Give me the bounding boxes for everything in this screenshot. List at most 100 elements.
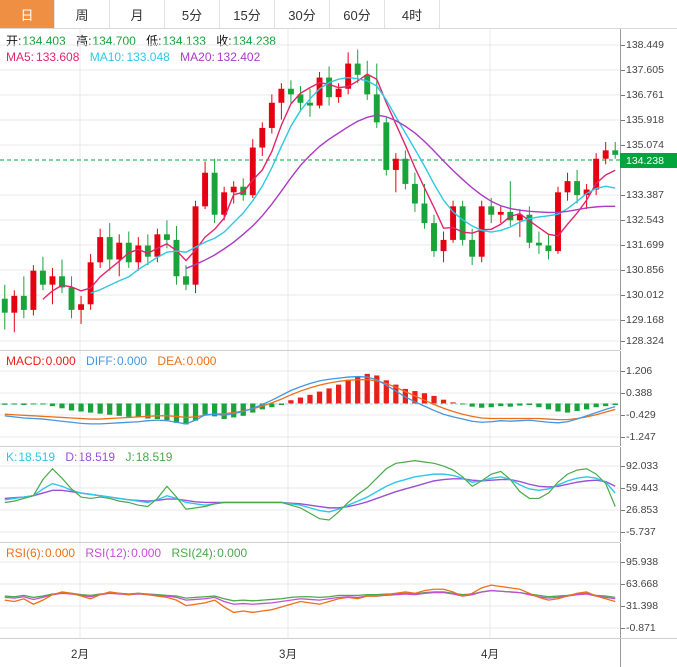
price-vertical-gridlines [79, 29, 491, 350]
tab-bar-filler [440, 0, 677, 28]
x-axis-label: 4月 [481, 649, 499, 661]
macd-axis-label: 1.206 [626, 365, 653, 377]
price-axis-label: 132.543 [626, 214, 664, 226]
price-panel: 开:134.403 高:134.700 低:134.133 收:134.238 … [0, 29, 677, 350]
rsi-panel: RSI(6):0.000 RSI(12):0.000 RSI(24):0.000… [0, 543, 677, 638]
high-value: 134.700 [92, 34, 136, 48]
macd-panel: MACD:0.000 DIFF:0.000 DEA:0.000 1.206 [0, 351, 677, 446]
period-tab-bar: 日 周 月 5分 15分 30分 60分 4时 [0, 0, 677, 29]
panel-divider [0, 350, 620, 351]
price-axis-label: 138.449 [626, 39, 664, 51]
price-axis-label: 136.761 [626, 89, 664, 101]
ma-legend: MA5: 133.608 MA10: 133.048 MA20: 132.402 [6, 51, 267, 63]
ma10-value: 133.048 [126, 50, 170, 64]
open-label: 开: [6, 34, 22, 48]
low-label: 低: [146, 34, 162, 48]
rsi-legend: RSI(6):0.000 RSI(12):0.000 RSI(24):0.000 [6, 547, 254, 559]
macd-vertical-gridlines [79, 351, 491, 446]
kdj-axis-label: 59.443 [626, 482, 659, 494]
current-price-badge: 134.238 [620, 153, 677, 168]
tab-30min[interactable]: 30分 [275, 0, 330, 28]
kdj-k-label: K: [6, 450, 18, 464]
x-axis-corner [620, 639, 677, 667]
rsi12-value: 0.000 [131, 546, 162, 560]
panel-divider [0, 446, 620, 447]
rsi6-line [4, 584, 616, 614]
kdj-d-value: 18.519 [78, 450, 116, 464]
ma5-value: 133.608 [36, 50, 80, 64]
kdj-d-label: D: [65, 450, 78, 464]
ma20-label: MA20: [180, 50, 215, 64]
macd-label: MACD: [6, 354, 45, 368]
rsi24-value: 0.000 [217, 546, 248, 560]
price-axis-label: 135.074 [626, 139, 664, 151]
kdj-axis-label: 92.033 [626, 460, 659, 472]
low-value: 134.133 [162, 34, 206, 48]
tab-week[interactable]: 周 [55, 0, 110, 28]
rsi-plot [0, 543, 620, 638]
close-label: 收: [216, 34, 232, 48]
macd-value: 0.000 [45, 354, 76, 368]
kdj-axis-label: 26.853 [626, 504, 659, 516]
x-axis-label: 2月 [71, 649, 89, 661]
price-axis-label: 137.605 [626, 64, 664, 76]
ma5-line [42, 73, 616, 300]
kdj-gridlines [0, 465, 620, 533]
tab-60min[interactable]: 60分 [330, 0, 385, 28]
macd-axis: 1.206 0.388 -0.429 -1.247 [620, 351, 677, 446]
rsi12-line [4, 589, 616, 605]
tab-day[interactable]: 日 [0, 0, 55, 28]
close-value: 134.238 [232, 34, 276, 48]
x-axis-label: 3月 [279, 649, 297, 661]
price-gridlines [0, 44, 620, 342]
kdj-plot [0, 447, 620, 542]
macd-plot [0, 351, 620, 446]
rsi-axis-label: 95.938 [626, 556, 659, 568]
rsi-axis-label: -0.871 [626, 622, 656, 634]
price-axis-label: 131.699 [626, 239, 664, 251]
tab-5min[interactable]: 5分 [165, 0, 220, 28]
diff-value: 0.000 [117, 354, 148, 368]
ma20-line [185, 114, 616, 270]
kdj-axis-label: -5.737 [626, 526, 656, 538]
ma10-line [90, 76, 616, 294]
kdj-axis: 92.033 59.443 26.853 -5.737 [620, 447, 677, 542]
kdj-panel: K:18.519 D:18.519 J:18.519 92.033 59.443 [0, 447, 677, 542]
price-axis-label: 130.012 [626, 289, 664, 301]
kdj-j-label: J: [125, 450, 135, 464]
dea-label: DEA: [157, 354, 186, 368]
kdj-d-line [4, 478, 616, 509]
kdj-legend: K:18.519 D:18.519 J:18.519 [6, 451, 179, 463]
tab-15min[interactable]: 15分 [220, 0, 275, 28]
rsi-gridlines [0, 561, 620, 629]
kdj-j-value: 18.519 [135, 450, 173, 464]
rsi12-label: RSI(12): [85, 546, 131, 560]
candle-group [1, 49, 619, 333]
x-axis: 2月 3月 4月 [0, 638, 677, 667]
panel-divider [0, 542, 620, 543]
ma20-value: 132.402 [216, 50, 261, 64]
macd-histogram [2, 373, 618, 425]
tab-4hour[interactable]: 4时 [385, 0, 440, 28]
rsi24-label: RSI(24): [171, 546, 217, 560]
rsi-axis-label: 63.668 [626, 578, 659, 590]
kdj-k-line [4, 473, 616, 513]
tab-month[interactable]: 月 [110, 0, 165, 28]
kdj-j-line [4, 460, 616, 521]
rsi-axis-label: 31.398 [626, 600, 659, 612]
price-axis-label: 135.918 [626, 114, 664, 126]
macd-axis-label: 0.388 [626, 387, 653, 399]
price-axis: 138.449 137.605 136.761 135.918 135.074 … [620, 29, 677, 350]
price-axis-label: 130.856 [626, 264, 664, 276]
macd-legend: MACD:0.000 DIFF:0.000 DEA:0.000 [6, 355, 223, 367]
rsi6-value: 0.000 [45, 546, 76, 560]
price-axis-label: 133.387 [626, 189, 664, 201]
price-axis-label: 128.324 [626, 335, 664, 347]
macd-gridlines [0, 370, 620, 438]
ma5-label: MA5: [6, 50, 35, 64]
diff-line [4, 375, 616, 425]
kdj-vertical-gridlines [79, 447, 491, 542]
ma10-label: MA10: [89, 50, 125, 64]
dea-value: 0.000 [186, 354, 217, 368]
